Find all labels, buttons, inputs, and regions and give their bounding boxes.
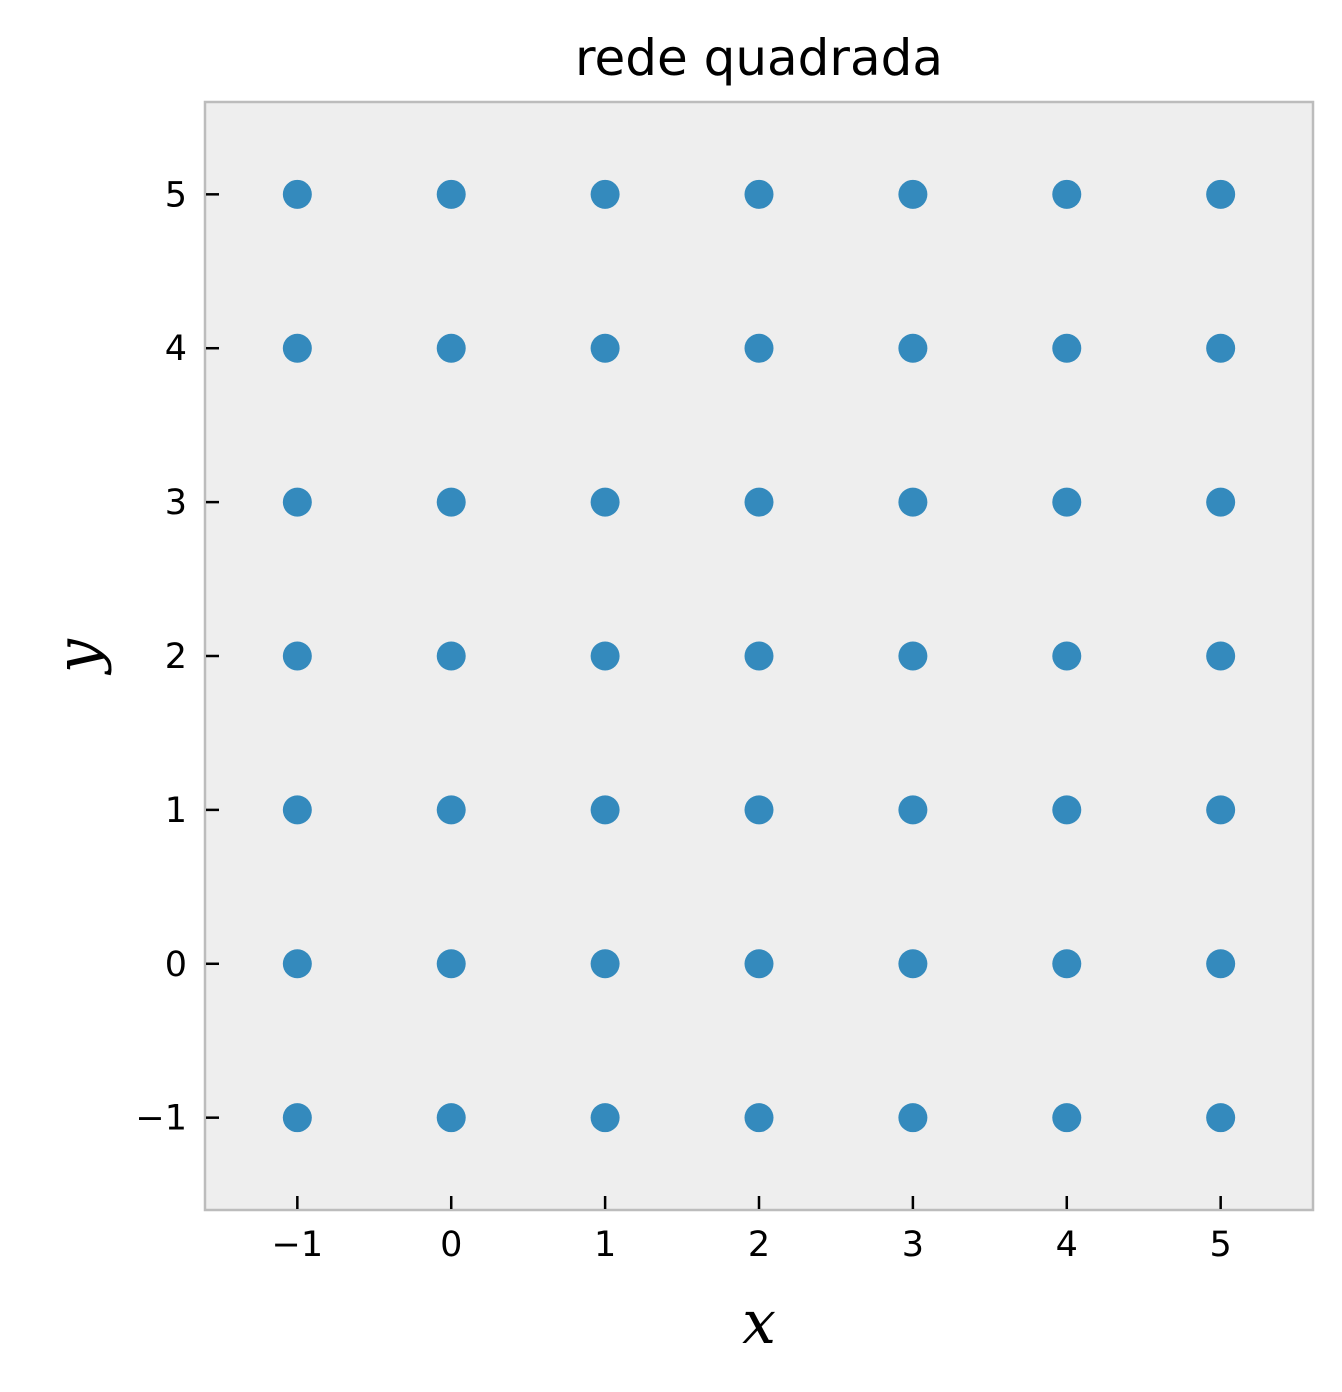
y-tick-label: 0 (165, 945, 187, 985)
x-axis-ticks: −1 0 1 2 3 4 5 (272, 1196, 1232, 1265)
data-point (898, 333, 928, 363)
y-axis-label: y (43, 638, 113, 676)
data-point (1052, 179, 1082, 209)
data-point (1052, 949, 1082, 979)
data-point (590, 641, 620, 671)
data-point (744, 1103, 774, 1133)
data-point (436, 641, 466, 671)
data-point (282, 641, 312, 671)
data-point (1206, 179, 1236, 209)
data-point (1052, 487, 1082, 517)
data-point (590, 333, 620, 363)
x-tick-label: 3 (902, 1225, 924, 1265)
y-tick-label: 3 (165, 483, 187, 523)
data-point (1052, 641, 1082, 671)
data-point (898, 487, 928, 517)
data-point (744, 795, 774, 825)
x-tick-label: 0 (440, 1225, 462, 1265)
data-point (744, 487, 774, 517)
points-layer (282, 179, 1236, 1133)
data-point (1206, 1103, 1236, 1133)
data-point (1206, 333, 1236, 363)
data-point (282, 795, 312, 825)
data-point (1206, 487, 1236, 517)
data-point (436, 949, 466, 979)
x-tick-label: 4 (1056, 1225, 1078, 1265)
data-point (436, 1103, 466, 1133)
data-point (590, 487, 620, 517)
data-point (744, 179, 774, 209)
x-tick-label: 2 (748, 1225, 770, 1265)
y-tick-label: 5 (165, 175, 187, 215)
data-point (436, 795, 466, 825)
data-point (282, 333, 312, 363)
data-point (1052, 333, 1082, 363)
data-point (436, 487, 466, 517)
data-point (282, 949, 312, 979)
data-point (898, 795, 928, 825)
data-point (590, 949, 620, 979)
data-point (744, 641, 774, 671)
data-point (1206, 949, 1236, 979)
y-tick-label: 1 (165, 791, 187, 831)
y-tick-label: 2 (165, 637, 187, 677)
data-point (436, 333, 466, 363)
data-point (898, 949, 928, 979)
data-point (590, 1103, 620, 1133)
data-point (898, 641, 928, 671)
chart-title: rede quadrada (575, 29, 943, 87)
y-tick-label: 4 (165, 329, 187, 369)
data-point (1206, 795, 1236, 825)
y-axis-ticks: −1 0 1 2 3 4 5 (135, 175, 219, 1139)
x-tick-label: −1 (272, 1225, 324, 1265)
data-point (1206, 641, 1236, 671)
data-point (590, 795, 620, 825)
data-point (1052, 1103, 1082, 1133)
x-tick-label: 1 (594, 1225, 616, 1265)
data-point (744, 333, 774, 363)
data-point (898, 179, 928, 209)
data-point (898, 1103, 928, 1133)
data-point (590, 179, 620, 209)
data-point (436, 179, 466, 209)
data-point (744, 949, 774, 979)
data-point (282, 1103, 312, 1133)
x-axis-label: x (742, 1288, 776, 1358)
y-tick-label: −1 (135, 1099, 187, 1139)
data-point (282, 487, 312, 517)
data-point (282, 179, 312, 209)
x-tick-label: 5 (1210, 1225, 1232, 1265)
data-point (1052, 795, 1082, 825)
